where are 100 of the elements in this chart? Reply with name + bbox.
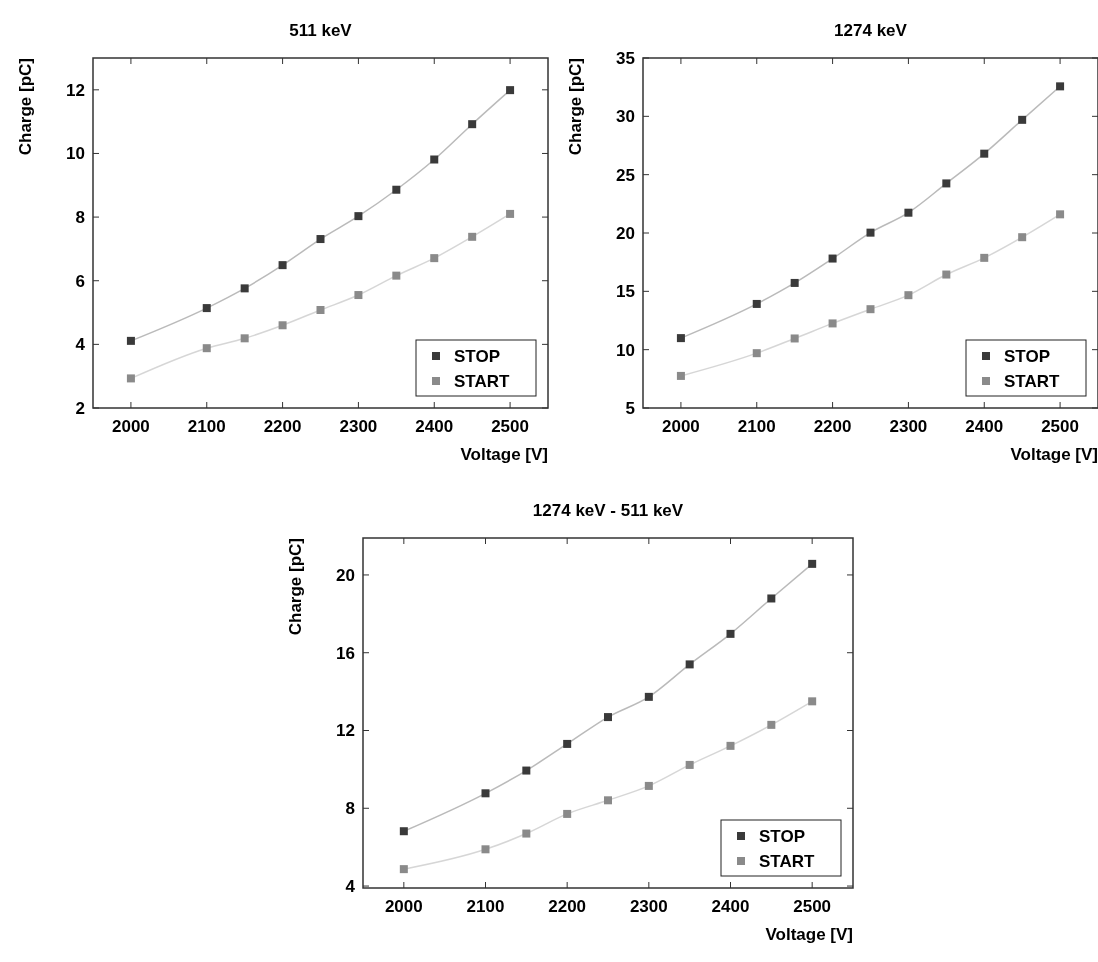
y-tick-label: 8: [75, 208, 85, 228]
point: [399, 865, 408, 874]
point: [866, 228, 875, 237]
y-tick-label: 20: [336, 565, 355, 585]
y-tick-label: 4: [75, 335, 86, 355]
point: [644, 781, 653, 790]
x-tick-label: 2300: [889, 417, 928, 436]
point: [240, 334, 249, 343]
point: [752, 299, 761, 308]
legend-label: STOP: [454, 346, 500, 366]
point: [752, 349, 761, 358]
point: [726, 741, 735, 750]
point: [980, 149, 989, 158]
x-tick-label: 2000: [384, 897, 423, 916]
x-tick-label: 2100: [187, 417, 226, 436]
y-tick-label: 4: [345, 877, 356, 897]
x-tick-label: 2100: [466, 897, 505, 916]
y-tick-label: 35: [616, 48, 635, 68]
point: [392, 185, 401, 194]
point: [604, 713, 612, 722]
y-axis-title: Charge [pC]: [16, 58, 35, 156]
x-axis-title: Voltage [V]: [1010, 445, 1098, 464]
point: [790, 334, 799, 343]
point: [468, 232, 477, 241]
point: [1056, 210, 1065, 219]
y-tick-label: 16: [336, 643, 355, 663]
x-tick-label: 2200: [548, 897, 587, 916]
legend-label: STOP: [1004, 346, 1050, 366]
x-tick-label: 2400: [711, 897, 750, 916]
y-axis-title: Charge [pC]: [566, 58, 585, 156]
point: [790, 278, 799, 287]
point: [430, 254, 439, 263]
point: [468, 120, 477, 129]
point: [392, 271, 401, 280]
point: [676, 334, 685, 343]
point: [278, 261, 287, 270]
point: [808, 559, 817, 568]
point: [726, 629, 735, 638]
point: [563, 739, 572, 748]
y-tick-label: 15: [616, 282, 635, 302]
chart-title: 1274 keV: [834, 21, 908, 40]
y-tick-label: 20: [616, 223, 635, 243]
point: [522, 829, 531, 838]
x-tick-label: 2400: [415, 417, 454, 436]
point: [316, 306, 325, 314]
point: [767, 720, 776, 729]
x-axis-title: Voltage [V]: [460, 445, 548, 464]
point: [316, 235, 325, 244]
x-tick-label: 2300: [629, 897, 668, 916]
point: [506, 209, 515, 218]
point: [942, 179, 951, 188]
legend-label: START: [454, 371, 511, 391]
x-tick-label: 2000: [662, 417, 700, 436]
y-tick-label: 6: [75, 271, 85, 291]
point: [685, 760, 694, 769]
point: [808, 697, 817, 706]
y-tick-label: 12: [336, 721, 355, 741]
point: [904, 208, 913, 217]
point: [1056, 82, 1065, 91]
y-tick-label: 30: [616, 107, 635, 127]
legend-label: STOP: [759, 826, 805, 846]
y-tick-label: 12: [66, 80, 85, 100]
point: [1018, 233, 1027, 242]
legend-label: START: [759, 851, 816, 871]
chart-title: 1274 keV - 511 keV: [532, 501, 684, 520]
point: [126, 374, 135, 383]
x-tick-label: 2500: [793, 897, 832, 916]
y-axis-title: Charge [pC]: [286, 538, 305, 636]
point: [481, 789, 490, 798]
point: [522, 766, 531, 775]
point: [202, 304, 211, 313]
point: [506, 86, 515, 95]
point: [430, 155, 439, 164]
y-tick-label: 8: [345, 799, 355, 819]
point: [980, 253, 989, 262]
point: [354, 291, 363, 300]
y-tick-label: 2: [75, 398, 85, 418]
x-tick-label: 2200: [813, 417, 852, 436]
legend-label: START: [1004, 371, 1061, 391]
point: [904, 291, 913, 300]
point: [866, 305, 875, 314]
y-tick-label: 10: [66, 144, 85, 164]
point: [676, 371, 685, 380]
x-tick-label: 2200: [263, 417, 302, 436]
point: [1018, 115, 1027, 124]
point: [399, 827, 408, 836]
y-tick-label: 25: [616, 165, 635, 185]
point: [604, 796, 612, 805]
chart-title: 511 keV: [289, 21, 353, 40]
point: [828, 254, 837, 263]
point: [354, 212, 363, 221]
point: [942, 270, 951, 279]
point: [767, 594, 776, 603]
point: [240, 284, 249, 293]
x-tick-label: 2500: [491, 417, 529, 436]
y-tick-label: 10: [616, 340, 635, 360]
x-axis-title: Voltage [V]: [765, 925, 853, 944]
x-tick-label: 2400: [965, 417, 1004, 436]
x-tick-label: 2100: [737, 417, 776, 436]
point: [202, 344, 211, 353]
